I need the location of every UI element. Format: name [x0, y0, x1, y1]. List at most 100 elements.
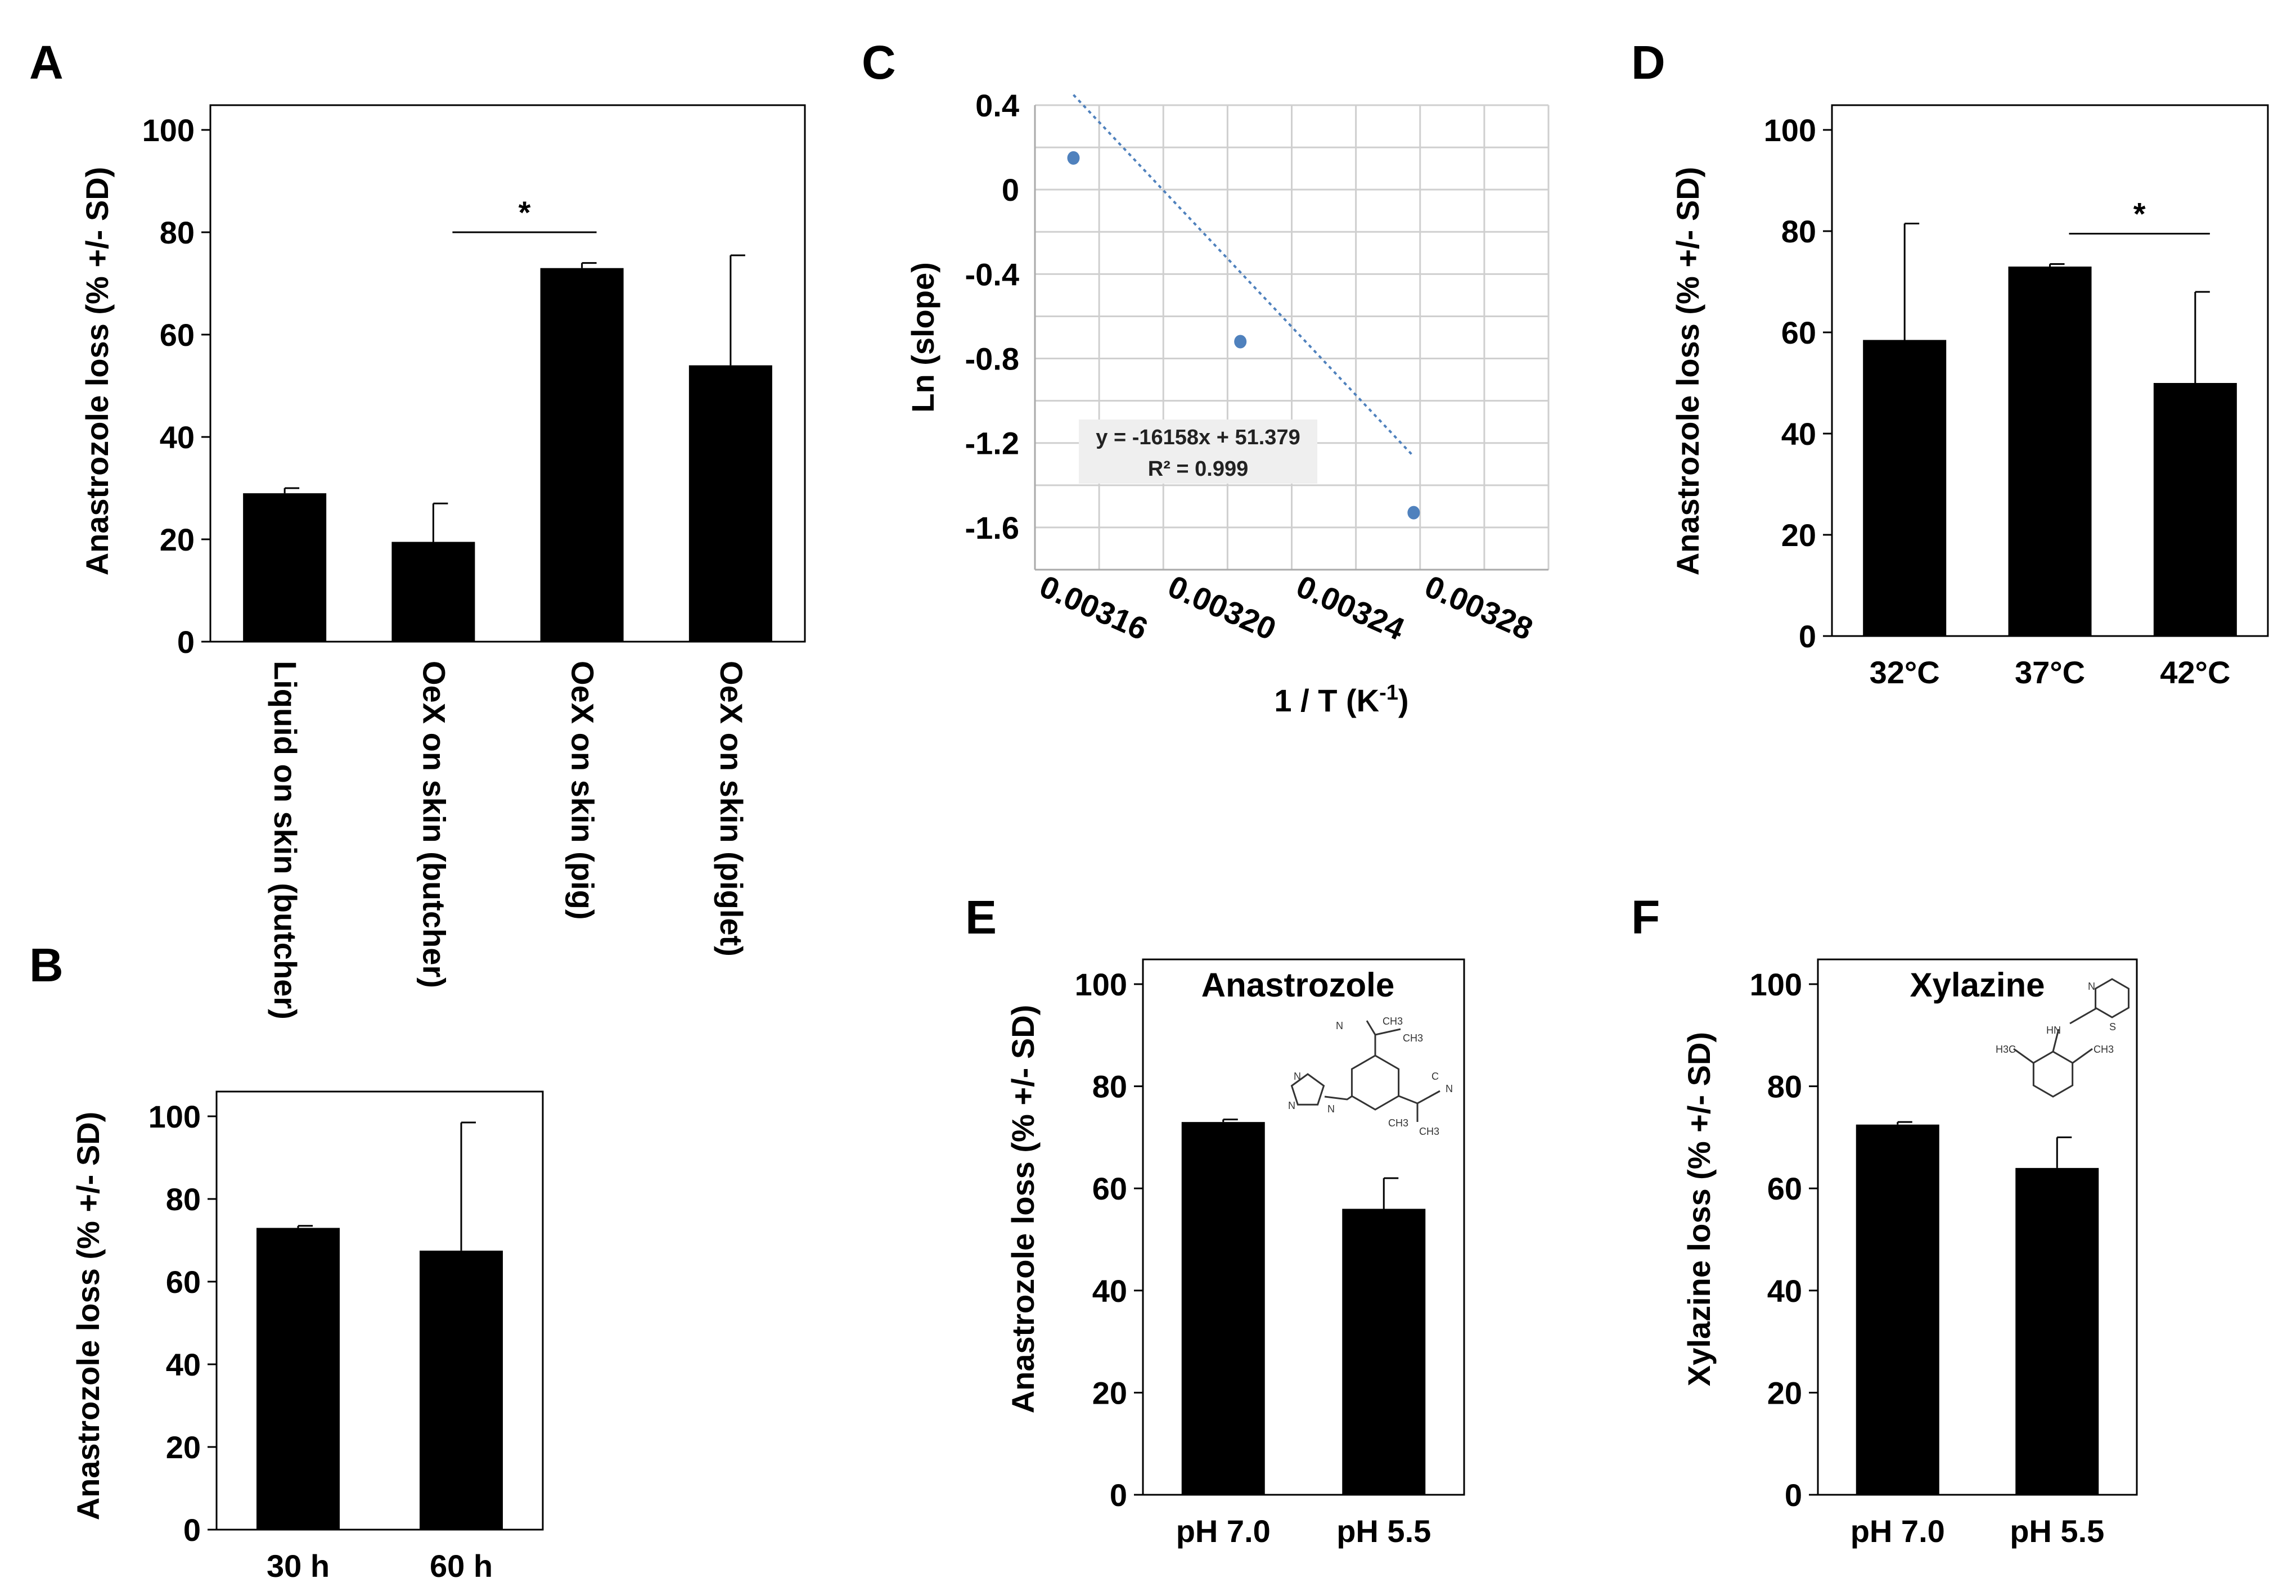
x-tick-label: 0.00320	[1163, 568, 1281, 647]
atom-label: C	[1431, 1071, 1439, 1082]
y-tick-label: 80	[166, 1182, 201, 1217]
bond	[1324, 1095, 1353, 1101]
y-tick-label: 60	[160, 317, 195, 353]
panel-a: A 0 20 40 60 80 100 Anastrozole loss (% +/- SD)…	[29, 36, 806, 1020]
atom-label: S	[2109, 1021, 2116, 1033]
plot-frame	[1142, 958, 1465, 1496]
y-tick-label: 100	[1750, 967, 1802, 1002]
x-category-label: pH 7.0	[1176, 1513, 1271, 1549]
x-category-label: 60 h	[430, 1548, 493, 1584]
y-tick-label: 20	[1092, 1375, 1127, 1410]
atom-label: CH3	[2094, 1044, 2114, 1055]
panel-c: C0.40-0.4-0.8-1.2-1.60.00316 0.00320 0.003…	[862, 36, 1550, 718]
atom-label: N	[1327, 1103, 1335, 1115]
trendline-equation: y = -16158x + 51.379	[1096, 426, 1300, 449]
chart-title: Xylazine	[1910, 966, 2045, 1004]
y-tick-label: 40	[1767, 1273, 1802, 1309]
x-category-label: pH 5.5	[2010, 1513, 2104, 1549]
data-point	[1234, 335, 1247, 349]
y-tick-label: 0	[1799, 619, 1816, 654]
x-category-label: pH 5.5	[1336, 1513, 1431, 1549]
bar	[1342, 1209, 1426, 1495]
thiazine-ring	[2095, 978, 2130, 1018]
bar	[688, 365, 772, 642]
significance-marker: *	[519, 195, 531, 230]
y-tick-label: 80	[1767, 1069, 1802, 1104]
atom-label: HN	[2046, 1025, 2061, 1036]
y-tick-label: 40	[160, 420, 195, 455]
bar	[2008, 267, 2092, 636]
y-tick-label: 80	[1781, 214, 1816, 249]
y-tick-label: 60	[1092, 1171, 1127, 1206]
bar	[2015, 1167, 2099, 1495]
panel-letter-c: C	[862, 36, 896, 89]
y-tick-label: -0.8	[965, 341, 1020, 377]
bond	[1375, 1028, 1401, 1036]
atom-label: CH3	[1383, 1016, 1403, 1027]
bar	[1856, 1124, 1939, 1495]
bond	[2052, 1029, 2060, 1052]
atom-label: N	[1446, 1083, 1453, 1094]
significance-marker: *	[2133, 196, 2146, 232]
xylazine-structure: N HN S H3C CH3	[1996, 978, 2130, 1098]
x-tick-label: 0.00324	[1291, 568, 1410, 647]
trendline	[1073, 94, 1415, 458]
benzene-ring	[1350, 1054, 1400, 1111]
trendline-r2: R² = 0.999	[1148, 457, 1249, 481]
y-tick-label: 60	[1767, 1171, 1802, 1206]
atom-label: CH3	[1419, 1126, 1439, 1137]
y-tick-label: 20	[160, 522, 195, 557]
panel-letter-a: A	[29, 36, 64, 89]
atom-label: H3C	[1996, 1044, 2016, 1055]
y-tick-label: 60	[1781, 315, 1816, 350]
plot-frame	[215, 1090, 544, 1531]
y-tick-label: 20	[166, 1430, 201, 1465]
y-tick-label: 40	[166, 1347, 201, 1382]
y-tick-label: 0	[1110, 1477, 1127, 1513]
equation-box	[1079, 420, 1317, 484]
bar	[1863, 340, 1947, 636]
panel-letter-e: E	[965, 891, 997, 944]
atom-label: N	[1294, 1071, 1301, 1082]
panel-letter-d: D	[1631, 36, 1665, 89]
panel-letter-f: F	[1631, 891, 1660, 944]
panel-e: E 0 20 40 60 80 100 Anastrozole loss (% +/- SD)…	[965, 891, 1465, 1549]
bond	[1398, 1090, 1440, 1104]
y-axis-title: Anastrozole loss (% +/- SD)	[79, 167, 115, 576]
x-tick-label: 0.00316	[1034, 568, 1153, 647]
y-tick-label: 100	[142, 112, 195, 148]
plot-frame	[1817, 958, 2138, 1496]
bond	[1366, 1020, 1376, 1056]
triazole-ring	[1290, 1073, 1325, 1106]
atom-label: CH3	[1403, 1033, 1423, 1044]
y-axis-title: Anastrozole loss (% +/- SD)	[70, 1112, 106, 1521]
y-tick-label: 0	[1002, 172, 1019, 208]
atom-label: N	[1336, 1020, 1343, 1031]
y-axis-title: Anastrozole loss (% +/- SD)	[1005, 1005, 1041, 1414]
y-axis-title: Xylazine loss (% +/- SD)	[1681, 1032, 1717, 1386]
bond	[2069, 1007, 2097, 1025]
panel-b: B 0 20 40 60 80 100 Anastrozole loss (% +/- SD)…	[29, 939, 544, 1584]
data-point	[1067, 151, 1080, 165]
x-category-label: pH 7.0	[1851, 1513, 1945, 1549]
x-category-label: OeX on skin (butcher)	[416, 661, 452, 988]
bar	[243, 493, 327, 642]
bond	[2013, 1048, 2034, 1064]
atom-label: CH3	[1388, 1117, 1408, 1129]
panel-d: D 0 20 40 60 80 100 Anastrozole loss (% +/- SD)…	[1631, 36, 2269, 690]
atom-label: N	[2088, 981, 2095, 992]
y-tick-label: -0.4	[965, 256, 1020, 292]
y-tick-label: 0.4	[975, 88, 1019, 123]
bar	[1181, 1122, 1265, 1495]
x-axis-title: 1 / T (K-1)	[1274, 681, 1408, 718]
bond	[2072, 1048, 2093, 1064]
x-category-label: 37°C	[2015, 655, 2085, 690]
y-tick-label: 100	[148, 1099, 201, 1134]
benzene-ring	[2032, 1051, 2074, 1098]
y-tick-label: 40	[1092, 1273, 1127, 1309]
bar	[256, 1228, 340, 1530]
x-category-label: 42°C	[2160, 655, 2230, 690]
bar	[540, 268, 624, 642]
plot-frame	[209, 104, 806, 643]
